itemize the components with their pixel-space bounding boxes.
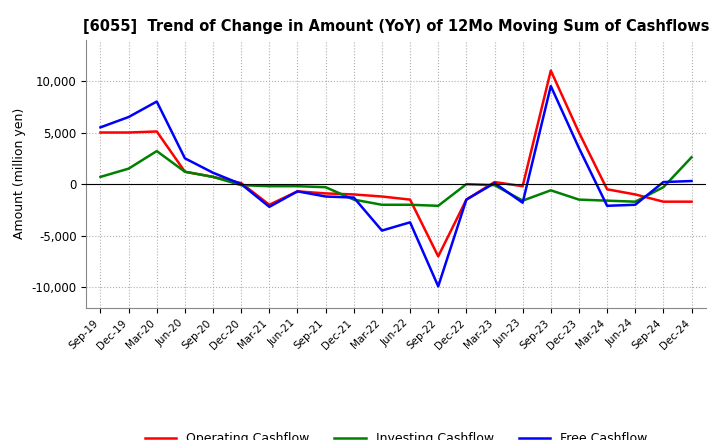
Free Cashflow xyxy=(181,156,189,161)
Title: [6055]  Trend of Change in Amount (YoY) of 12Mo Moving Sum of Cashflows: [6055] Trend of Change in Amount (YoY) o… xyxy=(83,19,709,34)
Investing Cashflow xyxy=(96,174,105,180)
Operating Cashflow xyxy=(575,130,583,135)
Investing Cashflow xyxy=(490,183,499,188)
Operating Cashflow xyxy=(265,202,274,207)
Investing Cashflow xyxy=(434,203,443,209)
Free Cashflow xyxy=(546,84,555,89)
Operating Cashflow xyxy=(631,192,639,197)
Investing Cashflow xyxy=(659,185,667,190)
Investing Cashflow xyxy=(181,169,189,174)
Investing Cashflow xyxy=(349,197,358,202)
Y-axis label: Amount (million yen): Amount (million yen) xyxy=(13,108,26,239)
Operating Cashflow xyxy=(153,129,161,134)
Investing Cashflow xyxy=(265,183,274,189)
Free Cashflow xyxy=(349,195,358,200)
Investing Cashflow xyxy=(518,198,527,203)
Operating Cashflow xyxy=(293,189,302,194)
Line: Free Cashflow: Free Cashflow xyxy=(101,86,691,286)
Investing Cashflow xyxy=(462,181,471,187)
Operating Cashflow xyxy=(181,169,189,174)
Investing Cashflow xyxy=(546,188,555,193)
Investing Cashflow xyxy=(687,154,696,160)
Operating Cashflow xyxy=(321,191,330,196)
Operating Cashflow xyxy=(603,187,611,192)
Investing Cashflow xyxy=(321,185,330,190)
Operating Cashflow xyxy=(237,180,246,186)
Operating Cashflow xyxy=(434,254,443,259)
Free Cashflow xyxy=(659,180,667,185)
Free Cashflow xyxy=(377,228,386,233)
Free Cashflow xyxy=(687,178,696,183)
Legend: Operating Cashflow, Investing Cashflow, Free Cashflow: Operating Cashflow, Investing Cashflow, … xyxy=(140,427,652,440)
Free Cashflow xyxy=(209,170,217,176)
Operating Cashflow xyxy=(546,68,555,73)
Investing Cashflow xyxy=(209,174,217,180)
Operating Cashflow xyxy=(462,197,471,202)
Free Cashflow xyxy=(96,125,105,130)
Operating Cashflow xyxy=(406,197,415,202)
Free Cashflow xyxy=(321,194,330,199)
Investing Cashflow xyxy=(406,202,415,207)
Line: Operating Cashflow: Operating Cashflow xyxy=(101,70,691,257)
Free Cashflow xyxy=(293,189,302,194)
Free Cashflow xyxy=(490,180,499,186)
Operating Cashflow xyxy=(377,194,386,199)
Free Cashflow xyxy=(603,203,611,209)
Operating Cashflow xyxy=(490,180,499,185)
Investing Cashflow xyxy=(377,202,386,207)
Operating Cashflow xyxy=(687,199,696,204)
Investing Cashflow xyxy=(631,199,639,204)
Investing Cashflow xyxy=(153,148,161,154)
Operating Cashflow xyxy=(349,192,358,197)
Free Cashflow xyxy=(125,114,133,120)
Free Cashflow xyxy=(153,99,161,104)
Free Cashflow xyxy=(265,204,274,209)
Investing Cashflow xyxy=(293,183,302,189)
Free Cashflow xyxy=(462,197,471,202)
Free Cashflow xyxy=(434,284,443,289)
Free Cashflow xyxy=(631,202,639,207)
Free Cashflow xyxy=(575,145,583,150)
Free Cashflow xyxy=(237,181,246,187)
Free Cashflow xyxy=(518,200,527,205)
Operating Cashflow xyxy=(96,130,105,135)
Operating Cashflow xyxy=(518,183,527,189)
Investing Cashflow xyxy=(125,166,133,171)
Investing Cashflow xyxy=(237,183,246,188)
Operating Cashflow xyxy=(125,130,133,135)
Line: Investing Cashflow: Investing Cashflow xyxy=(101,151,691,206)
Investing Cashflow xyxy=(575,197,583,202)
Operating Cashflow xyxy=(659,199,667,204)
Operating Cashflow xyxy=(209,174,217,180)
Investing Cashflow xyxy=(603,198,611,203)
Free Cashflow xyxy=(406,220,415,225)
